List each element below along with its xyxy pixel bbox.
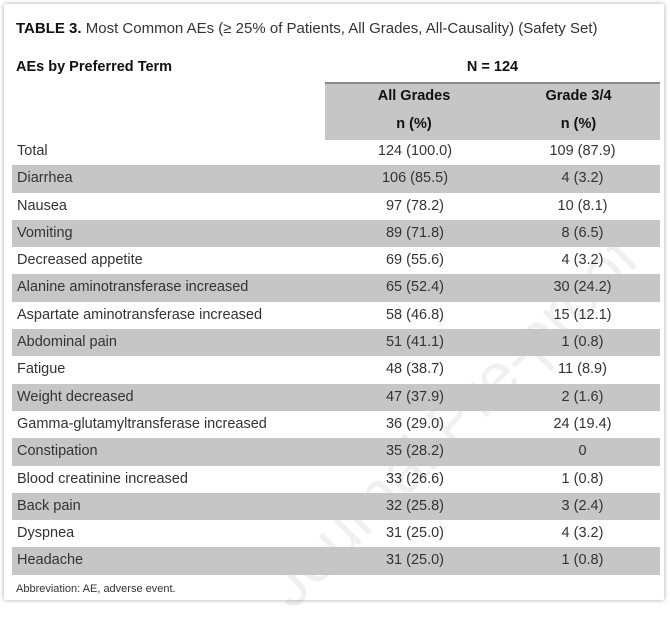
table-caption: Most Common AEs (≥ 25% of Patients, All … xyxy=(81,20,598,37)
all-grades-cell: 32 (25.8) xyxy=(385,497,445,514)
col-subheader-grade34: n (%) xyxy=(560,116,597,132)
grade34-cell: 1 (0.8) xyxy=(561,334,604,351)
term-cell: Abdominal pain xyxy=(17,334,117,351)
table-row: Nausea 97 (78.2) 10 (8.1) xyxy=(12,193,660,220)
term-cell: Alanine aminotransferase increased xyxy=(17,279,249,296)
table-row: Constipation 35 (28.2) 0 xyxy=(12,438,660,466)
grade34-cell: 11 (8.9) xyxy=(558,361,607,378)
term-cell: Constipation xyxy=(17,443,98,460)
term-cell: Decreased appetite xyxy=(17,252,143,269)
grade34-cell: 10 (8.1) xyxy=(557,197,608,214)
all-grades-cell: 33 (26.6) xyxy=(385,470,445,487)
term-cell: Fatigue xyxy=(17,361,66,378)
term-cell: Gamma-glutamyltransferase increased xyxy=(17,415,267,432)
table-row: Aspartate aminotransferase increased 58 (… xyxy=(12,302,660,329)
col-subheader-all-grades: n (%) xyxy=(396,116,432,132)
table-title: TABLE 3. Most Common AEs (≥ 25% of Patie… xyxy=(16,20,598,37)
grade34-cell: 4 (3.2) xyxy=(561,170,604,187)
grade34-cell: 4 (3.2) xyxy=(561,525,604,542)
grade34-cell: 1 (0.8) xyxy=(561,552,604,569)
term-cell: Back pain xyxy=(17,497,81,514)
grade34-cell: 30 (24.2) xyxy=(553,279,612,296)
table-row: Diarrhea 106 (85.5) 4 (3.2) xyxy=(12,165,660,193)
table-row: Vomiting 89 (71.8) 8 (6.5) xyxy=(12,219,660,248)
term-cell: Diarrhea xyxy=(17,170,73,187)
table-row: Decreased appetite 69 (55.6) 4 (3.2) xyxy=(12,247,660,274)
table-number: TABLE 3. xyxy=(16,20,82,37)
table-row: Back pain 32 (25.8) 3 (2.4) xyxy=(12,492,660,521)
term-cell: Vomiting xyxy=(17,224,73,241)
all-grades-cell: 69 (55.6) xyxy=(385,252,445,269)
row-header: AEs by Preferred Term xyxy=(16,59,173,75)
grade34-cell: 24 (19.4) xyxy=(553,415,612,432)
term-cell: Headache xyxy=(17,552,84,569)
grade34-cell: 15 (12.1) xyxy=(553,306,612,323)
term-cell: Nausea xyxy=(17,197,67,214)
term-cell: Dyspnea xyxy=(17,525,75,542)
col-header-grade34: Grade 3/4 xyxy=(545,88,612,104)
table-card: Journal Pre-proof TABLE 3. Most Common A… xyxy=(4,4,664,621)
table-row: Total 124 (100.0) 109 (87.9) xyxy=(12,138,660,165)
all-grades-cell: 51 (41.1) xyxy=(385,334,445,351)
all-grades-cell: 35 (28.2) xyxy=(385,443,445,460)
grade34-cell: 2 (1.6) xyxy=(561,388,604,405)
grade34-cell: 4 (3.2) xyxy=(561,252,604,269)
all-grades-cell: 106 (85.5) xyxy=(381,170,449,187)
grade34-cell: 3 (2.4) xyxy=(561,497,604,514)
footnote: Abbreviation: AE, adverse event. xyxy=(16,583,176,595)
grade34-cell: 109 (87.9) xyxy=(549,143,616,159)
all-grades-cell: 89 (71.8) xyxy=(385,224,445,241)
table-row: Alanine aminotransferase increased 65 (52… xyxy=(12,274,660,302)
all-grades-cell: 48 (38.7) xyxy=(385,361,445,378)
term-cell: Blood creatinine increased xyxy=(17,470,188,487)
all-grades-cell: 31 (25.0) xyxy=(385,525,445,542)
term-cell: Weight decreased xyxy=(17,388,134,405)
all-grades-cell: 47 (37.9) xyxy=(385,388,445,405)
all-grades-cell: 31 (25.0) xyxy=(385,552,445,569)
all-grades-cell: 65 (52.4) xyxy=(385,279,445,296)
table-row: Headache 31 (25.0) 1 (0.8) xyxy=(12,547,660,575)
term-cell: Aspartate aminotransferase increased xyxy=(17,306,263,323)
term-cell: Total xyxy=(17,143,48,159)
table-row: Gamma-glutamyltransferase increased 36 (2… xyxy=(12,411,660,438)
table-row: Blood creatinine increased 33 (26.6) 1 (0.… xyxy=(12,466,660,493)
all-grades-cell: 58 (46.8) xyxy=(385,306,445,323)
column-header-block xyxy=(325,82,660,140)
table-row: Abdominal pain 51 (41.1) 1 (0.8) xyxy=(12,329,660,357)
grade34-cell: 1 (0.8) xyxy=(561,470,604,487)
table-row: Weight decreased 47 (37.9) 2 (1.6) xyxy=(12,383,660,411)
all-grades-cell: 124 (100.0) xyxy=(377,143,453,159)
col-header-all-grades: All Grades xyxy=(377,88,451,104)
table-body: Total 124 (100.0) 109 (87.9) Diarrhea 106 (8… xyxy=(12,138,660,575)
table-row: Dyspnea 31 (25.0) 4 (3.2) xyxy=(12,520,660,547)
all-grades-cell: 97 (78.2) xyxy=(385,197,445,214)
grade34-cell: 8 (6.5) xyxy=(561,224,604,241)
group-header: N = 124 xyxy=(466,59,519,75)
all-grades-cell: 36 (29.0) xyxy=(385,415,445,432)
table-row: Fatigue 48 (38.7) 11 (8.9) xyxy=(12,356,660,383)
grade34-cell: 0 xyxy=(578,443,587,460)
